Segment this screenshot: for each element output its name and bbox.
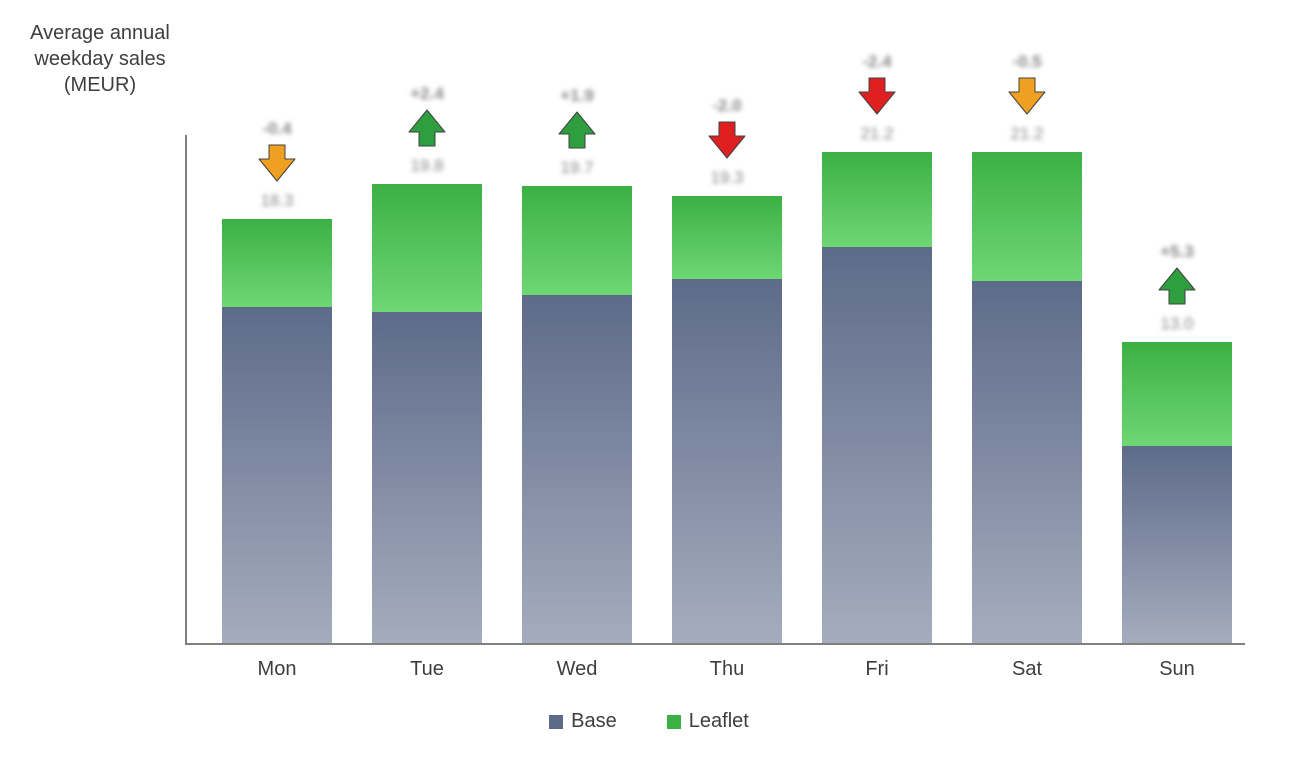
legend-item-leaflet: Leaflet	[667, 710, 749, 733]
bar-total-label: 19.8	[372, 156, 482, 176]
bar-segment-leaflet	[972, 152, 1082, 282]
bar-segment-leaflet	[1122, 342, 1232, 446]
plot-area: Mon18.3 -0.4 Tue19.8 +2.4 Wed19.7 +1.9 Thu1…	[185, 135, 1245, 645]
bar-group: Wed19.7 +1.9	[522, 186, 632, 643]
legend: Base Leaflet	[20, 710, 1278, 733]
bar-segment-base	[222, 307, 332, 643]
x-axis-label: Fri	[822, 643, 932, 681]
bar-segment-base	[672, 279, 782, 643]
x-axis-label: Mon	[222, 643, 332, 681]
trend-arrow-icon	[672, 118, 782, 162]
bar-group: Tue19.8 +2.4	[372, 184, 482, 643]
bar-delta-label: +2.4	[372, 84, 482, 104]
bar-total-label: 21.2	[972, 124, 1082, 144]
bar-group: Fri21.2 -2.4	[822, 152, 932, 643]
x-axis-label: Sun	[1122, 643, 1232, 681]
bar-total-label: 19.7	[522, 158, 632, 178]
bar-delta-label: -2.0	[672, 96, 782, 116]
bar-group: Mon18.3 -0.4	[222, 219, 332, 643]
chart-container: Average annual weekday sales (MEUR) Mon1…	[20, 20, 1278, 742]
bar-segment-leaflet	[522, 186, 632, 295]
bar-segment-leaflet	[372, 184, 482, 312]
bar-delta-label: -0.5	[972, 52, 1082, 72]
x-axis-label: Thu	[672, 643, 782, 681]
bar-segment-leaflet	[222, 219, 332, 307]
trend-arrow-icon	[522, 108, 632, 152]
bar-delta-label: +5.3	[1122, 242, 1232, 262]
trend-arrow-icon	[822, 74, 932, 118]
bar-group: Sat21.2 -0.5	[972, 152, 1082, 643]
bar-segment-leaflet	[672, 196, 782, 279]
y-axis-title: Average annual weekday sales (MEUR)	[20, 20, 180, 98]
bar-total-label: 21.2	[822, 124, 932, 144]
bar-segment-leaflet	[822, 152, 932, 247]
bar-group: Thu19.3 -2.0	[672, 196, 782, 643]
bar-total-label: 18.3	[222, 191, 332, 211]
bar-delta-label: -2.4	[822, 52, 932, 72]
bar-segment-base	[972, 281, 1082, 643]
legend-swatch-base	[549, 715, 563, 729]
x-axis-label: Tue	[372, 643, 482, 681]
bar-delta-label: -0.4	[222, 119, 332, 139]
legend-item-base: Base	[549, 710, 617, 733]
trend-arrow-icon	[972, 74, 1082, 118]
trend-arrow-icon	[1122, 264, 1232, 308]
legend-label-base: Base	[571, 710, 617, 733]
bar-segment-base	[822, 247, 932, 643]
legend-label-leaflet: Leaflet	[689, 710, 749, 733]
bar-segment-base	[1122, 446, 1232, 643]
bar-total-label: 13.0	[1122, 314, 1232, 334]
bar-delta-label: +1.9	[522, 86, 632, 106]
trend-arrow-icon	[222, 141, 332, 185]
bar-segment-base	[372, 312, 482, 644]
legend-swatch-leaflet	[667, 715, 681, 729]
x-axis-label: Wed	[522, 643, 632, 681]
x-axis-label: Sat	[972, 643, 1082, 681]
bar-total-label: 19.3	[672, 168, 782, 188]
trend-arrow-icon	[372, 106, 482, 150]
bar-group: Sun13.0 +5.3	[1122, 342, 1232, 643]
bar-segment-base	[522, 295, 632, 643]
